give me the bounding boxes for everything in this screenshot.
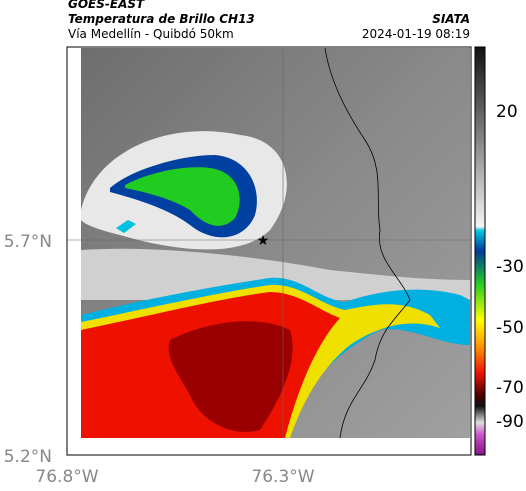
satellite-name: GOES-EAST <box>68 0 145 11</box>
source-name: SIATA <box>432 12 470 26</box>
colorbar-tick-label: -90 <box>496 412 524 432</box>
colorbar: 20 -30 -50 -70 -90 <box>474 46 524 456</box>
lat-tick-label: 5.7°N <box>4 232 52 252</box>
small-cell <box>116 220 136 233</box>
datetime: 2024-01-19 08:19 <box>362 27 470 41</box>
lon-tick-label: 76.3°W <box>251 467 314 487</box>
lon-tick-label: 76.8°W <box>35 467 98 487</box>
colorbar-tick-label: -70 <box>496 378 524 398</box>
map-frame <box>66 46 472 456</box>
route-name: Vía Medellín - Quibdó 50km <box>68 27 234 41</box>
storm-core <box>168 321 293 432</box>
location-star: ★ <box>257 233 270 249</box>
colorbar-tick-label: -30 <box>496 257 524 277</box>
map-imagery: ★ <box>67 47 470 439</box>
header: GOES-EAST Temperatura de Brillo CH13 Vía… <box>68 0 470 41</box>
cold-top-green <box>125 167 240 226</box>
colorbar-scale <box>474 46 486 456</box>
border-line <box>324 47 411 439</box>
product-name: Temperatura de Brillo CH13 <box>68 12 255 26</box>
colorbar-tick-label: -50 <box>496 318 524 338</box>
cloud-band <box>81 248 470 300</box>
axis-labels: 5.7°N 5.2°N 76.8°W 76.3°W <box>4 232 315 487</box>
colorbar-tick-label: 20 <box>496 102 518 122</box>
lat-tick-label: 5.2°N <box>4 447 52 467</box>
